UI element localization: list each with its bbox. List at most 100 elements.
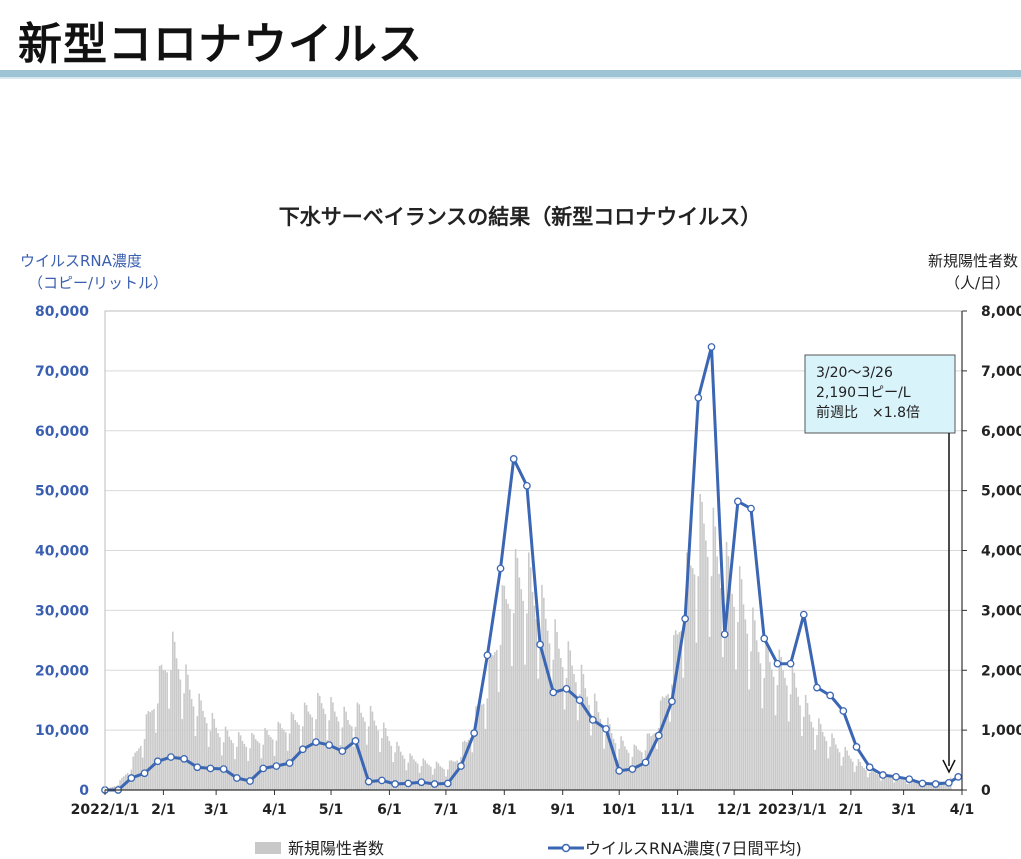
y-left-label-line2: （コピー/リットル） bbox=[28, 274, 168, 292]
rna-point bbox=[378, 776, 386, 785]
bar bbox=[256, 741, 259, 790]
x-tick-label: 5/1 bbox=[319, 802, 344, 818]
rna-point bbox=[457, 762, 465, 770]
bar bbox=[738, 566, 741, 790]
rna-point bbox=[760, 634, 769, 643]
bar bbox=[471, 752, 474, 790]
bar bbox=[904, 780, 907, 790]
bar bbox=[239, 735, 242, 790]
bar bbox=[727, 556, 730, 790]
bar bbox=[514, 549, 517, 790]
annotation-line2: 2,190コピー/L bbox=[816, 385, 911, 401]
bar bbox=[697, 576, 700, 790]
bar bbox=[674, 630, 677, 790]
rna-point bbox=[364, 777, 373, 786]
y-right-label-line2: （人/日） bbox=[945, 274, 1010, 292]
bar bbox=[313, 740, 315, 790]
x-tick-label: 3/1 bbox=[204, 802, 229, 818]
bar bbox=[443, 769, 445, 790]
bar bbox=[424, 760, 426, 790]
bar bbox=[706, 556, 709, 790]
bar bbox=[776, 685, 779, 790]
bar bbox=[528, 552, 530, 790]
bar bbox=[339, 745, 342, 790]
bar bbox=[552, 659, 555, 790]
bar bbox=[497, 692, 500, 790]
bar bbox=[200, 700, 202, 790]
y-left-tick-label: 0 bbox=[79, 783, 89, 799]
bar bbox=[151, 710, 153, 790]
bar bbox=[362, 717, 364, 790]
bar bbox=[899, 777, 901, 790]
bar bbox=[900, 778, 903, 790]
bar bbox=[689, 565, 692, 790]
x-tick-label: 4/1 bbox=[262, 802, 287, 818]
bar bbox=[505, 599, 507, 790]
bar bbox=[156, 703, 159, 790]
bar bbox=[808, 714, 811, 790]
y-right-tick-label: 0 bbox=[981, 783, 991, 799]
bar bbox=[247, 760, 249, 790]
bar bbox=[778, 649, 781, 790]
bar bbox=[486, 698, 489, 790]
rna-point bbox=[391, 780, 399, 788]
x-tick-label: 7/1 bbox=[434, 802, 459, 818]
bar bbox=[253, 734, 255, 790]
bar bbox=[111, 786, 114, 790]
bar bbox=[381, 738, 383, 790]
bar bbox=[641, 752, 643, 790]
bar bbox=[398, 745, 400, 790]
bar bbox=[567, 641, 570, 790]
y-right-tick-label: 8,000 bbox=[981, 304, 1021, 320]
rna-point bbox=[549, 688, 558, 697]
bar bbox=[914, 781, 916, 790]
tick-labels: 80,000 8,000 70,000 7,000 60,000 6,000 50,000 5… bbox=[35, 304, 1021, 818]
bar bbox=[484, 728, 487, 790]
bar bbox=[932, 785, 935, 790]
rna-point bbox=[246, 777, 254, 785]
rna-point bbox=[839, 707, 848, 715]
bar bbox=[162, 670, 165, 790]
bar bbox=[906, 784, 909, 790]
annotation-line3: 前週比 ×1.8倍 bbox=[816, 404, 920, 421]
y-left-tick-label: 20,000 bbox=[35, 663, 89, 679]
bar bbox=[916, 782, 918, 790]
bar bbox=[482, 703, 485, 790]
bar bbox=[797, 696, 799, 790]
bar bbox=[113, 786, 116, 790]
y-left-tick-label: 30,000 bbox=[35, 603, 89, 619]
rna-point bbox=[509, 455, 518, 463]
bar bbox=[181, 719, 184, 790]
bar bbox=[522, 600, 524, 790]
bar bbox=[204, 717, 206, 790]
bar bbox=[232, 743, 234, 790]
bar bbox=[526, 613, 528, 790]
y-right-tick-label: 6,000 bbox=[981, 424, 1021, 440]
bar bbox=[637, 749, 639, 790]
bar bbox=[855, 765, 858, 790]
bar bbox=[561, 667, 564, 790]
bar bbox=[236, 746, 238, 790]
bar bbox=[821, 731, 824, 790]
bar bbox=[714, 526, 717, 790]
bar bbox=[388, 741, 391, 790]
rna-point bbox=[892, 772, 900, 781]
bar bbox=[667, 694, 669, 790]
bar bbox=[861, 766, 863, 790]
bar bbox=[917, 782, 920, 790]
bar bbox=[375, 725, 378, 790]
bar bbox=[605, 734, 607, 790]
bar bbox=[791, 662, 794, 790]
bar bbox=[479, 706, 481, 790]
bar bbox=[121, 777, 123, 790]
bar bbox=[285, 732, 287, 790]
bar bbox=[490, 653, 492, 790]
bar bbox=[786, 685, 788, 790]
bar bbox=[752, 607, 754, 790]
bar bbox=[394, 752, 396, 790]
bar bbox=[546, 630, 549, 790]
x-tick-label: 8/1 bbox=[492, 802, 517, 818]
bar bbox=[503, 585, 506, 790]
rna-point bbox=[219, 765, 228, 773]
rna-point bbox=[298, 745, 307, 754]
